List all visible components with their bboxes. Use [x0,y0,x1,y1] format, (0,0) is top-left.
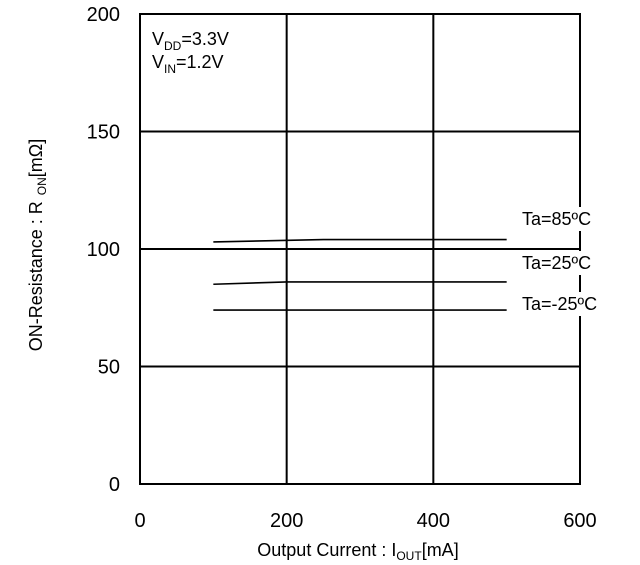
series-labels: Ta=85ºC Ta=25ºC Ta=-25ºC [514,207,638,316]
x-tick-label-3: 600 [563,510,596,532]
series-label-2: Ta=-25ºC [522,294,597,314]
x-axis-ticks: 0 200 400 600 [134,510,596,532]
annotation-vin: VIN=1.2V [152,52,224,76]
y-axis-label: ON-Resistance : RON[mΩ] [26,139,49,352]
x-tick-label-1: 200 [270,510,303,532]
y-tick-label-2: 100 [87,239,120,261]
series-label-bg-1 [514,251,638,275]
series-label-bg-0 [514,207,638,231]
y-tick-label-3: 150 [87,122,120,144]
y-tick-label-4: 200 [87,4,120,26]
y-tick-label-0: 0 [109,474,120,496]
annotation-vdd: VDD=3.3V [152,29,229,53]
y-axis-ticks: 0 50 100 150 200 [87,4,120,496]
x-axis-label: Output Current : IOUT[mA] [257,540,458,563]
x-tick-label-2: 400 [417,510,450,532]
series-label-1: Ta=25ºC [522,253,591,273]
series-lines [213,238,507,311]
series-label-0: Ta=85ºC [522,209,591,229]
grid-lines [140,14,580,484]
series-label-bg-2 [514,292,638,316]
series-line-0 [213,238,507,243]
series-line-1 [213,281,507,286]
x-tick-label-0: 0 [134,510,145,532]
y-tick-label-1: 50 [98,357,120,379]
